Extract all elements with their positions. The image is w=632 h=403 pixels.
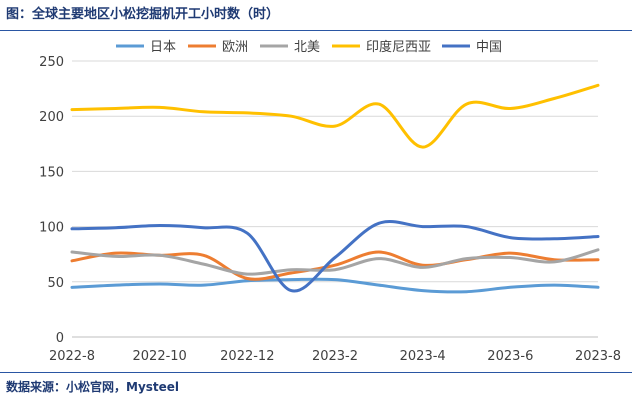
gridlines <box>72 60 598 283</box>
x-tick-label: 2023-8 <box>575 349 621 364</box>
y-tick-label: 200 <box>39 110 64 125</box>
x-tick-label: 2022-10 <box>133 349 187 364</box>
x-tick-label: 2022-12 <box>220 349 274 364</box>
legend-label: 中国 <box>476 40 502 55</box>
legend-label: 北美 <box>294 40 320 55</box>
title-divider <box>0 30 632 31</box>
figure-title: 图：全球主要地区小松挖掘机开工小时数（时） <box>6 7 280 22</box>
x-tick-label: 2023-2 <box>312 349 358 364</box>
x-tick-label: 2023-4 <box>400 349 446 364</box>
y-tick-label: 250 <box>39 55 64 70</box>
series-line-3 <box>70 248 600 276</box>
legend-label: 日本 <box>150 40 176 55</box>
legend-label: 欧洲 <box>222 40 248 55</box>
axes: 0 50 100 150 200 250 2022-8 2022-10 2022-12 2023-… <box>39 55 621 364</box>
y-tick-label: 100 <box>39 221 64 236</box>
source-note: 数据来源：小松官网，Mysteel <box>6 380 180 394</box>
legend: 日本 欧洲 北美 印度尼西亚 中国 <box>116 39 502 55</box>
y-tick-label: 0 <box>56 331 64 346</box>
x-tick-label: 2023-6 <box>487 349 533 364</box>
y-tick-label: 150 <box>39 165 64 180</box>
series-lines <box>70 83 600 294</box>
series-line-1 <box>70 277 600 294</box>
x-tick-label: 2022-8 <box>49 349 95 364</box>
line-chart: 0 50 100 150 200 250 2022-8 2022-10 2022-12 2023-… <box>39 39 621 364</box>
series-line-5 <box>70 220 600 293</box>
series-line-4 <box>70 83 600 149</box>
legend-label: 印度尼西亚 <box>366 39 431 55</box>
y-tick-label: 50 <box>47 276 64 291</box>
source-divider <box>0 372 632 373</box>
